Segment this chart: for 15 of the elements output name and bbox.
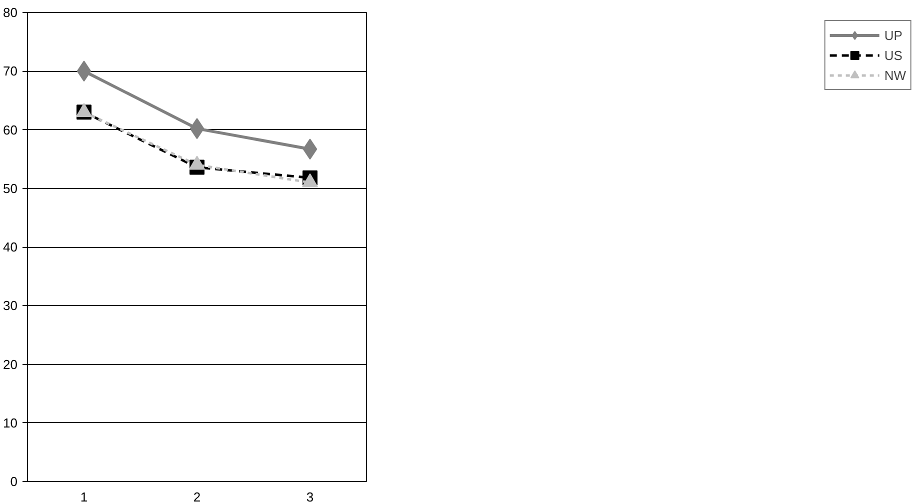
y-tick-label: 50 xyxy=(3,180,18,196)
y-tick-label: 80 xyxy=(3,5,18,20)
y-tick-label: 20 xyxy=(3,356,18,372)
y-tick-label: 10 xyxy=(3,415,18,430)
x-tick-label: 2 xyxy=(193,490,201,504)
legend-label: UP xyxy=(884,28,904,42)
y-tick-label: 40 xyxy=(3,240,18,254)
y-tick-label: 60 xyxy=(3,122,18,138)
y-tick-label: 30 xyxy=(3,298,18,314)
x-tick-label: 1 xyxy=(80,490,88,504)
legend-label: US xyxy=(884,48,904,62)
y-tick-label: 0 xyxy=(10,474,18,489)
x-tick-label: 3 xyxy=(306,490,314,504)
y-tick-label: 70 xyxy=(3,64,18,79)
legend-label: NW xyxy=(884,68,906,82)
